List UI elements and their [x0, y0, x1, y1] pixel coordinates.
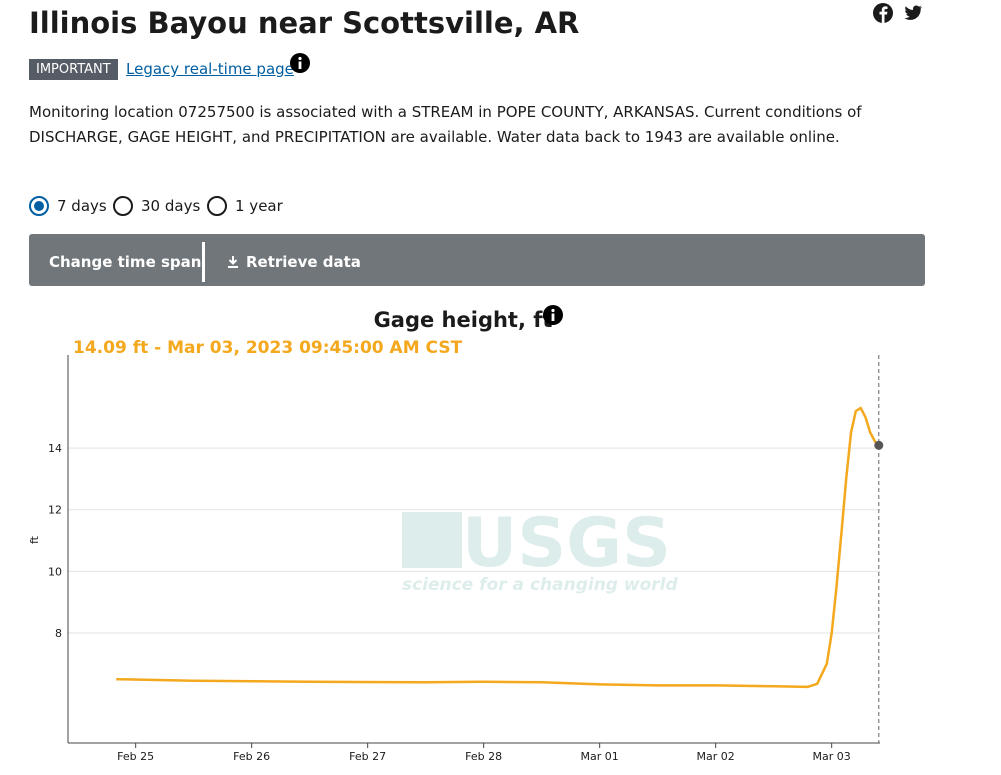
social-icons — [873, 3, 922, 24]
info-icon[interactable] — [290, 53, 312, 75]
watermark-tagline: science for a changing world — [402, 575, 678, 595]
radio-option[interactable]: 1 year — [207, 196, 283, 216]
x-tick-label: Mar 02 — [697, 750, 735, 763]
radio-option[interactable]: 30 days — [113, 196, 200, 216]
x-tick-label: Mar 03 — [813, 750, 851, 763]
y-tick-label: 10 — [48, 565, 62, 578]
toolbar: Change time span Retrieve data — [29, 234, 925, 286]
gage-height-line — [116, 406, 880, 689]
radio-label: 7 days — [57, 197, 107, 215]
watermark-logo: USGS — [462, 504, 671, 583]
page-title: Illinois Bayou near Scottsville, AR — [29, 6, 580, 40]
change-time-span-button[interactable]: Change time span — [49, 253, 202, 271]
hover-annotation: 14.09 ft - Mar 03, 2023 09:45:00 AM CST — [73, 338, 463, 358]
legacy-link[interactable]: Legacy real-time page — [126, 60, 294, 78]
y-axis-label: ft — [28, 535, 41, 544]
radio-label: 30 days — [141, 197, 201, 215]
x-tick-label: Mar 01 — [581, 750, 619, 763]
y-tick-label: 12 — [48, 504, 62, 517]
y-tick-label: 14 — [48, 442, 62, 455]
download-icon — [228, 256, 238, 268]
facebook-glyph — [879, 6, 888, 24]
chart-info-icon[interactable] — [543, 305, 563, 325]
separator — [202, 242, 205, 282]
radio-selected[interactable] — [29, 196, 49, 216]
x-tick-label: Feb 25 — [117, 750, 154, 763]
description: Monitoring location 07257500 is associat… — [29, 103, 862, 146]
important-badge: IMPORTANT — [29, 59, 118, 80]
radio[interactable] — [113, 196, 133, 216]
radio-option[interactable]: 7 days — [29, 196, 107, 216]
y-tick-label: 8 — [55, 627, 62, 640]
current-point — [874, 440, 884, 450]
chart-title: Gage height, ft — [374, 308, 553, 332]
radio[interactable] — [207, 196, 227, 216]
watermark: USGS science for a changing world — [402, 504, 678, 595]
retrieve-data-button[interactable]: Retrieve data — [246, 253, 361, 271]
radio-label: 1 year — [235, 197, 283, 215]
x-tick-label: Feb 28 — [465, 750, 502, 763]
twitter-icon[interactable] — [904, 5, 922, 20]
chart: USGS science for a changing world Gage h… — [28, 305, 884, 763]
x-tick-label: Feb 26 — [233, 750, 270, 763]
x-tick-label: Feb 27 — [349, 750, 386, 763]
